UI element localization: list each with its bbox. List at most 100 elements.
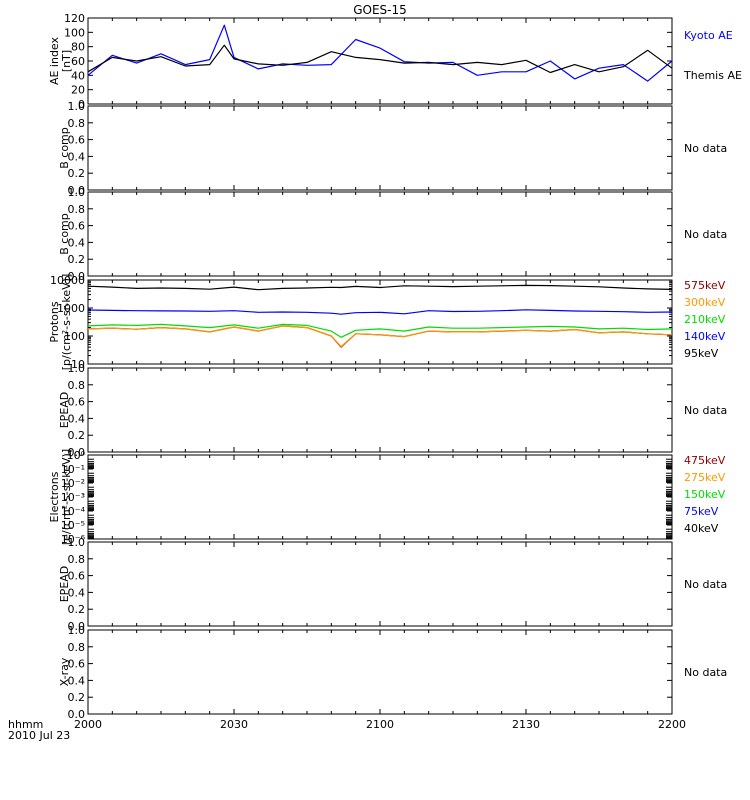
y-tick-label: 0 <box>78 98 85 111</box>
panel-frame <box>87 629 673 715</box>
y-tick-label: 1.0 <box>68 624 86 637</box>
series-line-210keV <box>87 323 673 338</box>
legend-entry: 75keV <box>684 505 719 518</box>
legend-entry: 140keV <box>684 330 726 343</box>
x-tick-label: 2200 <box>658 718 686 731</box>
y-tick-label: 0.6 <box>68 658 86 671</box>
y-tick-label: 40 <box>71 69 85 82</box>
y-tick-label: 1000 <box>57 302 85 315</box>
y-tick-label: 0.0 <box>68 620 86 633</box>
legend-entry: 95keV <box>684 347 719 360</box>
y-tick-label: 0.6 <box>68 134 86 147</box>
y-tick-label: 10⁻⁵ <box>61 519 85 532</box>
panel-frame <box>87 191 673 277</box>
y-axis-label: Electrons <box>48 471 61 522</box>
panel-frame <box>87 541 673 627</box>
legend-entry: 40keV <box>684 522 719 535</box>
y-axis-label: EPEAD <box>58 566 71 603</box>
y-tick-label: 0.4 <box>68 150 86 163</box>
y-tick-label: 10⁰ <box>67 449 86 462</box>
series-line-140keV <box>87 309 673 315</box>
legend-entry: 475keV <box>684 454 726 467</box>
y-tick-label: 0.2 <box>68 167 86 180</box>
no-data-label: No data <box>684 666 727 679</box>
y-tick-label: 10⁻⁴ <box>61 505 86 518</box>
y-tick-label: 0.8 <box>68 553 86 566</box>
panel-frame <box>87 279 673 365</box>
y-tick-label: 1.0 <box>68 536 86 549</box>
no-data-label: No data <box>684 404 727 417</box>
y-tick-label: 0.0 <box>68 184 86 197</box>
x-tick-label: 2130 <box>512 718 540 731</box>
y-tick-label: 0.0 <box>68 446 86 459</box>
y-tick-label: 20 <box>71 84 85 97</box>
panel-frame <box>87 454 673 540</box>
legend-entry: 150keV <box>684 488 726 501</box>
y-tick-label: 0.0 <box>68 270 86 283</box>
y-tick-label: 0.8 <box>68 117 86 130</box>
x-tick-label: 2030 <box>220 718 248 731</box>
y-tick-label: 10⁻¹ <box>61 463 85 476</box>
y-tick-label: 0.6 <box>68 396 86 409</box>
y-tick-label: 10000 <box>50 274 85 287</box>
panel-frame <box>87 367 673 453</box>
y-tick-label: 0.6 <box>68 570 86 583</box>
y-axis-label: B comp <box>58 127 71 169</box>
panel-frame <box>87 17 673 105</box>
panel-epead_1: 0.0 0.2 0.4 0.6 0.8 1.0 EPEAD No data <box>58 362 727 459</box>
y-tick-label: 0.4 <box>68 674 86 687</box>
y-axis-label: B comp <box>58 213 71 255</box>
y-tick-label: 80 <box>71 41 85 54</box>
panel-protons: 10 100 1000 10000 Protons [p/(cm²-s-sr-keV)] 5… <box>48 274 726 371</box>
no-data-label: No data <box>684 228 727 241</box>
legend-entry: Themis AE <box>683 69 742 82</box>
panel-xray: 0.0 0.2 0.4 0.6 0.8 1.0 X-ray No data <box>58 624 727 721</box>
y-axis-label: X-ray <box>58 657 71 686</box>
panel-epead_2: 0.0 0.2 0.4 0.6 0.8 1.0 EPEAD No data <box>58 536 727 633</box>
y-tick-label: 10⁻² <box>61 477 85 490</box>
y-tick-label: 0.8 <box>68 379 86 392</box>
x-tick-label: 2100 <box>366 718 394 731</box>
y-tick-label: 0.2 <box>68 603 86 616</box>
series-line-95keV <box>87 284 673 291</box>
y-tick-label: 0.6 <box>68 220 86 233</box>
time-unit-label: hhmm <box>8 718 43 731</box>
date-label: 2010 Jul 23 <box>8 729 70 742</box>
y-tick-label: 0.8 <box>68 203 86 216</box>
y-tick-label: 100 <box>64 330 85 343</box>
y-tick-label: 1.0 <box>68 100 86 113</box>
y-tick-label: 10⁻⁶ <box>61 533 86 546</box>
legend-entry: Kyoto AE <box>684 29 733 42</box>
y-tick-label: 0.8 <box>68 641 86 654</box>
panel-b_comp_2: 0.0 0.2 0.4 0.6 0.8 1.0 B comp No data <box>58 186 727 283</box>
figure-title: GOES-15 <box>353 3 407 17</box>
series-line-Themis AE <box>87 44 673 74</box>
legend-entry: 275keV <box>684 471 726 484</box>
legend-entry: 300keV <box>684 296 726 309</box>
no-data-label: No data <box>684 578 727 591</box>
time-axis: 2000 2030 2100 2130 2200 <box>74 718 686 731</box>
y-tick-label: 0.4 <box>68 412 86 425</box>
y-axis-label: Protons <box>48 301 61 342</box>
y-tick-label: 0.2 <box>68 429 86 442</box>
y-tick-label: 1.0 <box>68 362 86 375</box>
y-tick-label: 10⁻³ <box>61 491 85 504</box>
y-axis-label: AE index <box>48 36 61 85</box>
y-tick-label: 0.4 <box>68 236 86 249</box>
y-tick-label: 0.2 <box>68 691 86 704</box>
y-tick-label: 120 <box>64 12 85 25</box>
y-tick-label: 0.0 <box>68 708 86 721</box>
y-tick-label: 0.4 <box>68 586 86 599</box>
panel-b_comp_1: 0.0 0.2 0.4 0.6 0.8 1.0 B comp No data <box>58 100 727 197</box>
series-line-300keV <box>87 325 673 348</box>
y-tick-label: 0.2 <box>68 253 86 266</box>
y-tick-label: 100 <box>64 26 85 39</box>
y-axis-label: [nT] <box>60 50 73 72</box>
legend-entry: 210keV <box>684 313 726 326</box>
y-tick-label: 60 <box>71 55 85 68</box>
series-line-Kyoto AE <box>87 24 673 82</box>
